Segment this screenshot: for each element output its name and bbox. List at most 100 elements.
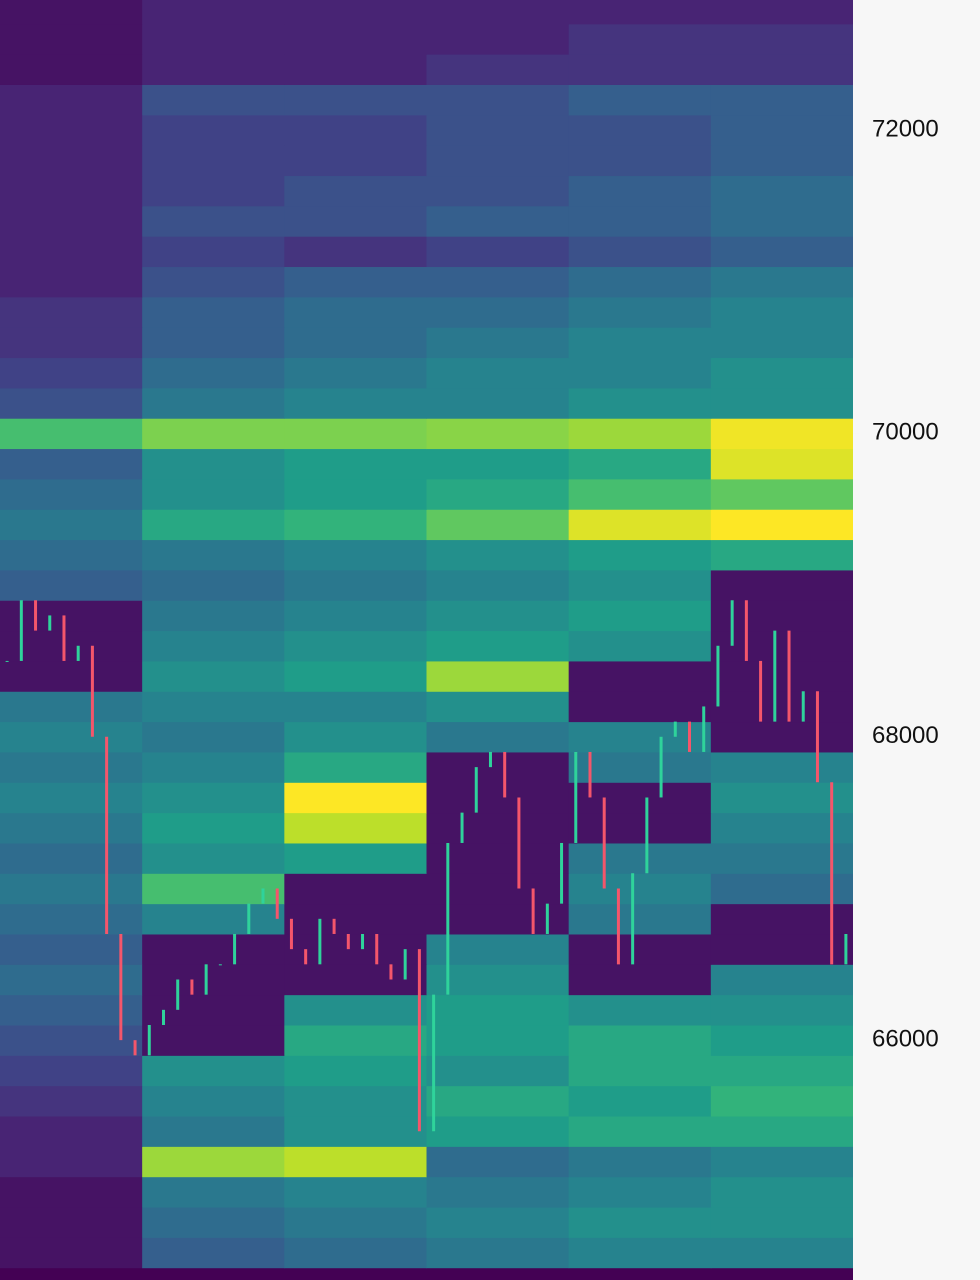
- heat-cell: [284, 873, 427, 905]
- heat-cell: [142, 539, 285, 571]
- heat-cell: [568, 721, 712, 753]
- heat-cell: [0, 1176, 143, 1208]
- heat-cell: [710, 1146, 854, 1178]
- heat-cell: [568, 691, 712, 723]
- y-tick-label: 70000: [872, 419, 939, 446]
- heat-cell: [710, 387, 854, 419]
- heat-cell: [0, 448, 143, 480]
- heat-cell: [710, 23, 854, 55]
- heat-cell: [284, 660, 427, 692]
- heat-cell: [142, 387, 285, 419]
- heat-cell: [142, 933, 285, 965]
- heat-cell: [426, 964, 570, 996]
- y-tick-label: 72000: [872, 115, 939, 142]
- heat-cell: [568, 1055, 712, 1087]
- heat-cell: [0, 842, 143, 874]
- heat-cell: [568, 418, 712, 450]
- heat-cell: [426, 327, 570, 359]
- heat-cell: [0, 1237, 143, 1269]
- heat-cell: [142, 418, 285, 450]
- heat-cell: [142, 812, 285, 844]
- heat-cell: [568, 296, 712, 328]
- heat-cell: [426, 145, 570, 177]
- heat-cell: [0, 691, 143, 723]
- heat-cell: [142, 903, 285, 935]
- heat-cell: [710, 1055, 854, 1087]
- heat-cell: [426, 842, 570, 874]
- heat-cell: [284, 1116, 427, 1147]
- heat-cell: [0, 0, 143, 25]
- heat-cell: [426, 357, 570, 389]
- heat-cell: [284, 1055, 427, 1087]
- heat-cell: [710, 1207, 854, 1238]
- heat-cell: [142, 1176, 285, 1208]
- heat-cell: [142, 236, 285, 268]
- heat-cell: [284, 600, 427, 632]
- heat-cell: [426, 448, 570, 480]
- heat-cell: [0, 600, 143, 632]
- heat-cell: [142, 23, 285, 55]
- heat-cell: [142, 145, 285, 177]
- heat-cell: [710, 994, 854, 1026]
- heat-cell: [710, 903, 854, 935]
- heat-cell: [426, 509, 570, 541]
- heat-cell: [284, 478, 427, 510]
- heat-cell: [142, 964, 285, 996]
- heat-cell: [426, 721, 570, 753]
- heat-cell: [142, 84, 285, 116]
- heat-cell: [284, 1025, 427, 1056]
- heat-cell: [710, 205, 854, 237]
- heat-cell: [710, 1085, 854, 1117]
- heat-cell: [0, 296, 143, 328]
- heat-cell: [142, 751, 285, 783]
- heat-cell: [0, 509, 143, 541]
- heat-cell: [0, 266, 143, 298]
- heat-cell: [0, 630, 143, 662]
- heat-cell: [284, 145, 427, 177]
- heat-cell: [0, 994, 143, 1026]
- heat-cell: [0, 236, 143, 268]
- heat-cell: [426, 205, 570, 237]
- heat-cell: [0, 1085, 143, 1117]
- heat-cell: [710, 782, 854, 814]
- heat-cell: [426, 994, 570, 1026]
- heat-cell: [568, 509, 712, 541]
- heat-cell: [426, 296, 570, 328]
- heat-cell: [142, 205, 285, 237]
- heat-cell: [284, 1146, 427, 1178]
- heat-cell: [568, 478, 712, 510]
- heat-cell: [0, 782, 143, 814]
- heat-cell: [142, 1116, 285, 1147]
- heat-cell: [710, 842, 854, 874]
- heat-cell: [284, 782, 427, 814]
- heat-cell: [426, 782, 570, 814]
- heat-cell: [568, 175, 712, 207]
- heat-cell: [710, 327, 854, 359]
- heat-cell: [710, 478, 854, 510]
- heat-cell: [284, 296, 427, 328]
- heat-cell: [284, 751, 427, 783]
- heat-cell: [0, 873, 143, 905]
- heat-cell: [568, 327, 712, 359]
- heat-cell: [426, 812, 570, 844]
- heat-cell: [426, 873, 570, 905]
- heat-cell: [568, 1207, 712, 1238]
- heat-cell: [568, 1085, 712, 1117]
- heat-cell: [142, 1237, 285, 1269]
- heat-cell: [568, 569, 712, 601]
- heat-cell: [568, 600, 712, 632]
- heat-cell: [710, 114, 854, 146]
- heat-cell: [710, 600, 854, 632]
- heat-cell: [568, 751, 712, 783]
- heat-cell: [568, 357, 712, 389]
- heat-cell: [426, 1055, 570, 1087]
- heat-cell: [568, 903, 712, 935]
- heat-cell: [284, 448, 427, 480]
- heat-cell: [710, 357, 854, 389]
- heat-cell: [284, 175, 427, 207]
- heat-cell: [142, 1055, 285, 1087]
- heat-cell: [284, 114, 427, 146]
- heat-cell: [0, 812, 143, 844]
- heat-cell: [0, 751, 143, 783]
- heat-cell: [284, 630, 427, 662]
